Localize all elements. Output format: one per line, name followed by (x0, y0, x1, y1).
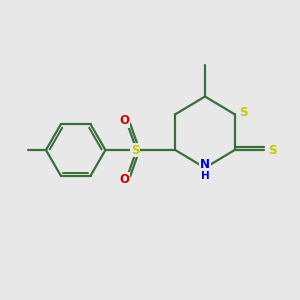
Text: O: O (119, 173, 129, 186)
Text: H: H (201, 171, 209, 181)
Text: N: N (200, 158, 210, 171)
Text: O: O (119, 114, 129, 127)
Text: S: S (268, 143, 277, 157)
Text: S: S (239, 106, 247, 119)
Text: S: S (131, 143, 140, 157)
